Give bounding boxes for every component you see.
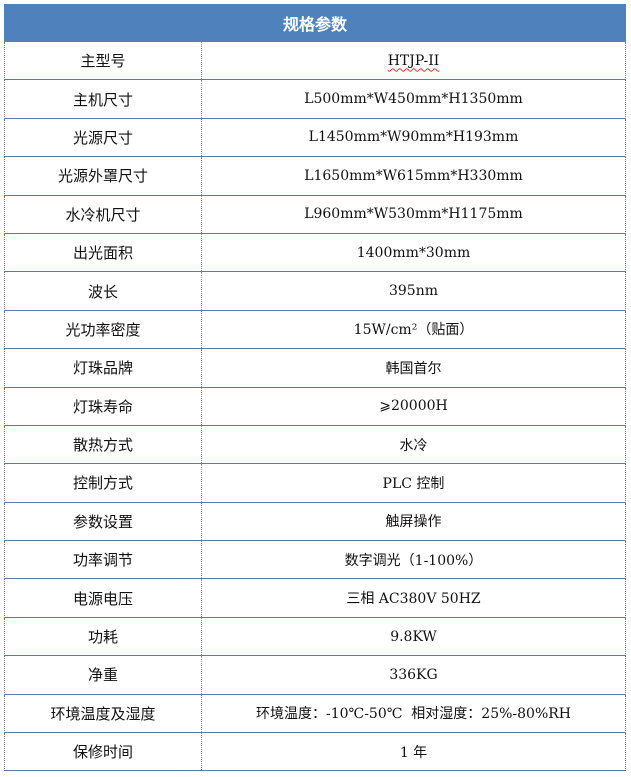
spec-value: 395nm bbox=[202, 272, 625, 309]
table-row: 功率调节 数字调光（1-100%） bbox=[4, 541, 626, 580]
spec-value: PLC 控制 bbox=[202, 464, 625, 501]
spec-label: 出光面积 bbox=[5, 233, 202, 272]
spec-value-text: 336KG bbox=[389, 666, 438, 683]
table-row: 出光面积 1400mm*30mm bbox=[4, 233, 626, 273]
spec-value: 15W/cm²（贴面） bbox=[202, 311, 625, 348]
spec-value: ⩾20000H bbox=[202, 388, 625, 425]
table-row: 光功率密度 15W/cm²（贴面） bbox=[4, 310, 626, 350]
spec-value-text: L960mm*W530mm*H1175mm bbox=[304, 206, 523, 223]
spec-label: 散热方式 bbox=[5, 425, 202, 464]
spec-value-text: PLC 控制 bbox=[382, 475, 445, 492]
table-body: 主型号 HTJP-II 主机尺寸 L500mm*W450mm*H1350mm 光源尺寸 L… bbox=[4, 42, 626, 772]
spec-label: 光源尺寸 bbox=[5, 118, 202, 157]
spec-value: L1450mm*W90mm*H193mm bbox=[202, 119, 625, 156]
table-row: 功耗 9.8KW bbox=[4, 617, 626, 657]
table-row: 主型号 HTJP-II bbox=[4, 42, 626, 81]
spec-label: 保修时间 bbox=[5, 733, 202, 771]
table-row: 光源尺寸 L1450mm*W90mm*H193mm bbox=[4, 118, 626, 158]
spec-value: 1400mm*30mm bbox=[202, 234, 625, 271]
spec-label: 水冷机尺寸 bbox=[5, 195, 202, 233]
spec-value-text: 1400mm*30mm bbox=[356, 244, 471, 261]
spec-label: 波长 bbox=[5, 272, 202, 310]
spec-value: L1650mm*W615mm*H330mm bbox=[202, 157, 625, 194]
spec-label: 功率调节 bbox=[5, 541, 202, 579]
spec-value-text: 水冷 bbox=[399, 437, 428, 454]
spec-label: 环境温度及湿度 bbox=[5, 694, 202, 733]
spec-value-text: 1 年 bbox=[399, 744, 428, 761]
spec-label: 灯珠寿命 bbox=[5, 387, 202, 425]
spec-value-text: L500mm*W450mm*H1350mm bbox=[304, 91, 523, 108]
spec-value: 9.8KW bbox=[202, 618, 625, 655]
spec-label: 主型号 bbox=[5, 42, 202, 80]
table-row: 参数设置 触屏操作 bbox=[4, 502, 626, 542]
spec-label: 功耗 bbox=[5, 617, 202, 656]
spec-value-text: 触屏操作 bbox=[385, 514, 442, 531]
spec-value-text: L1650mm*W615mm*H330mm bbox=[304, 167, 523, 184]
spec-value: 数字调光（1-100%） bbox=[202, 541, 625, 578]
table-row: 波长 395nm bbox=[4, 272, 626, 311]
spec-value-text: 韩国首尔 bbox=[385, 360, 442, 377]
spec-value: L500mm*W450mm*H1350mm bbox=[202, 80, 625, 117]
spec-label: 主机尺寸 bbox=[5, 80, 202, 118]
spec-value: 触屏操作 bbox=[202, 503, 625, 540]
spec-value-text: 环境温度：-10℃-50℃ 相对湿度：25%-80%RH bbox=[255, 706, 572, 723]
spec-label: 净重 bbox=[5, 656, 202, 694]
spec-label: 光功率密度 bbox=[5, 310, 202, 349]
spec-value-text: ⩾20000H bbox=[379, 398, 448, 415]
table-row: 水冷机尺寸 L960mm*W530mm*H1175mm bbox=[4, 195, 626, 234]
spec-value: 韩国首尔 bbox=[202, 349, 625, 386]
spec-value-text: 三相 AC380V 50HZ bbox=[346, 591, 481, 608]
table-row: 灯珠品牌 韩国首尔 bbox=[4, 349, 626, 388]
table-row: 净重 336KG bbox=[4, 656, 626, 695]
spec-value-text: 15W/cm²（贴面） bbox=[353, 322, 474, 339]
spec-value: 环境温度：-10℃-50℃ 相对湿度：25%-80%RH bbox=[202, 695, 625, 732]
table-row: 光源外罩尺寸 L1650mm*W615mm*H330mm bbox=[4, 157, 626, 196]
table-row: 灯珠寿命 ⩾20000H bbox=[4, 387, 626, 426]
spec-value: 水冷 bbox=[202, 426, 625, 463]
table-row: 保修时间 1 年 bbox=[4, 733, 626, 772]
spec-value: HTJP-II bbox=[202, 42, 625, 79]
table-header: 规格参数 bbox=[4, 4, 626, 42]
spec-value: 三相 AC380V 50HZ bbox=[202, 579, 625, 616]
table-row: 环境温度及湿度 环境温度：-10℃-50℃ 相对湿度：25%-80%RH bbox=[4, 694, 626, 734]
spec-label: 电源电压 bbox=[5, 579, 202, 617]
table-row: 主机尺寸 L500mm*W450mm*H1350mm bbox=[4, 80, 626, 119]
table-row: 电源电压 三相 AC380V 50HZ bbox=[4, 579, 626, 618]
spec-table: 规格参数 主型号 HTJP-II 主机尺寸 L500mm*W450mm*H1350mm… bbox=[4, 4, 626, 772]
spec-label: 参数设置 bbox=[5, 502, 202, 541]
spec-label: 光源外罩尺寸 bbox=[5, 157, 202, 195]
spec-value-text: 数字调光（1-100%） bbox=[344, 552, 483, 569]
spec-label: 控制方式 bbox=[5, 464, 202, 502]
spec-value-text: 9.8KW bbox=[390, 628, 437, 645]
spec-value-text: 395nm bbox=[388, 283, 438, 300]
spec-value-text: HTJP-II bbox=[387, 52, 440, 69]
spec-value: 336KG bbox=[202, 656, 625, 693]
spec-label: 灯珠品牌 bbox=[5, 349, 202, 387]
spec-value-text: L1450mm*W90mm*H193mm bbox=[308, 129, 519, 146]
spec-value: 1 年 bbox=[202, 733, 625, 770]
spec-value: L960mm*W530mm*H1175mm bbox=[202, 196, 625, 233]
table-row: 控制方式 PLC 控制 bbox=[4, 464, 626, 503]
table-row: 散热方式 水冷 bbox=[4, 425, 626, 465]
